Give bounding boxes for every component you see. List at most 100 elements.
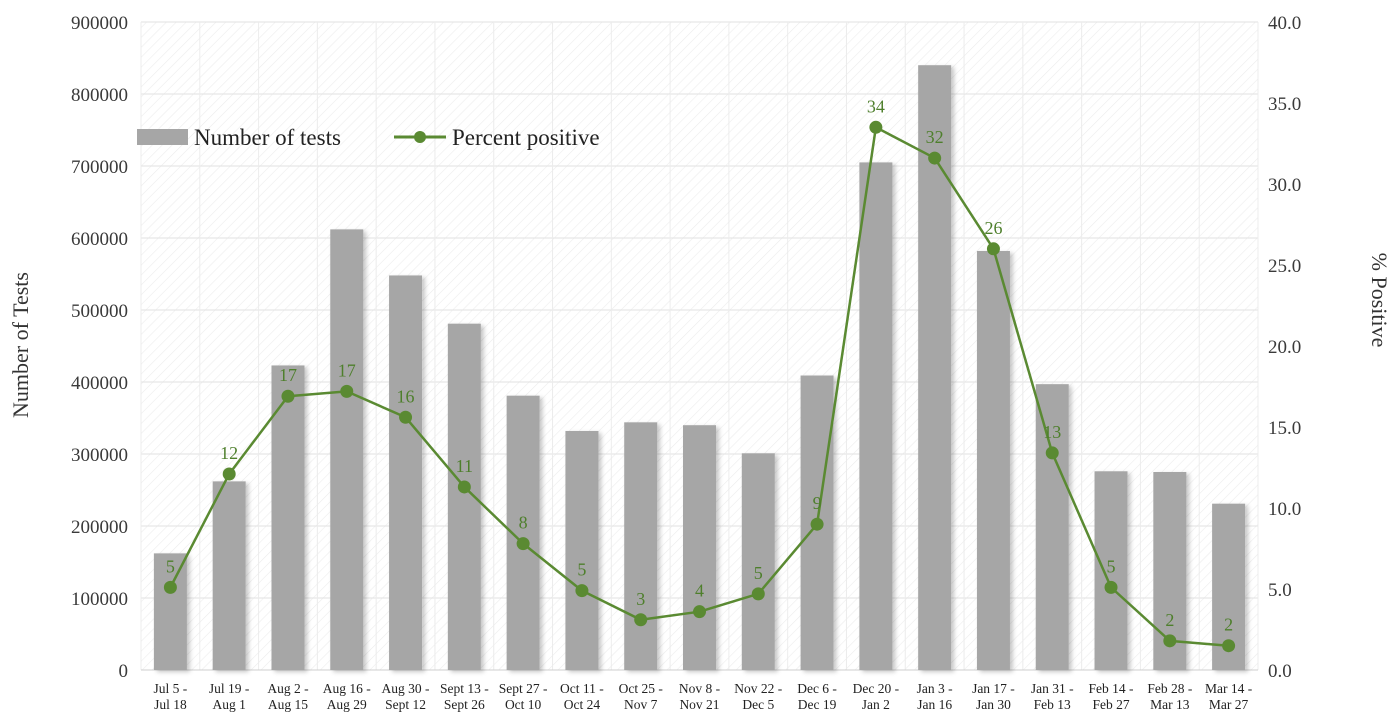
y-left-tick-label: 0 (119, 661, 129, 682)
x-tick-label: Aug 30 -Sept 12 (382, 681, 430, 712)
data-label: 26 (984, 218, 1002, 238)
bar-series (153, 65, 1246, 671)
x-tick-label: Jul 5 -Jul 18 (154, 681, 188, 712)
x-tick-label: Aug 16 -Aug 29 (323, 681, 371, 712)
gridlines (140, 21, 1259, 671)
x-tick-label: Nov 22 -Dec 5 (734, 681, 782, 712)
y-right-tick-label: 20.0 (1268, 337, 1301, 358)
data-label: 9 (813, 493, 822, 513)
line-point (810, 517, 824, 531)
x-tick-label: Oct 25 -Nov 7 (619, 681, 664, 712)
left-y-axis: 0 100000 200000 300000 400000 500000 600000 700… (71, 13, 128, 682)
y-left-tick-label: 200000 (71, 517, 128, 538)
x-tick-label: Jan 31 -Feb 13 (1031, 681, 1074, 712)
x-axis: Jul 5 -Jul 18 Jul 19 -Aug 1 Aug 2 -Aug 15 A… (154, 681, 1253, 712)
legend-bar-label: Number of tests (194, 125, 341, 150)
legend: Number of tests Percent positive (137, 125, 600, 150)
line-point (1222, 639, 1236, 653)
left-axis-title: Number of Tests (8, 272, 33, 418)
line-point (751, 587, 765, 601)
y-right-tick-label: 0.0 (1268, 661, 1292, 682)
data-label: 3 (636, 589, 645, 609)
x-tick-label: Oct 11 -Oct 24 (560, 681, 604, 712)
data-label: 16 (397, 386, 415, 406)
bar (683, 425, 716, 670)
data-label: 5 (754, 563, 763, 583)
x-tick-label: Feb 14 -Feb 27 (1089, 681, 1135, 712)
bar (212, 481, 246, 670)
bar (976, 250, 1010, 670)
y-right-tick-label: 35.0 (1268, 94, 1301, 115)
y-right-tick-label: 30.0 (1268, 175, 1301, 196)
bar (389, 275, 423, 670)
line-point (634, 613, 648, 627)
bar (1094, 471, 1128, 670)
line-series (163, 120, 1236, 653)
x-tick-label: Dec 6 -Dec 19 (797, 681, 837, 712)
y-right-tick-label: 25.0 (1268, 256, 1301, 277)
line-point (869, 120, 883, 134)
y-left-tick-label: 300000 (71, 445, 128, 466)
y-left-tick-label: 700000 (71, 157, 128, 178)
x-tick-label: Jan 17 -Jan 30 (972, 681, 1015, 712)
y-left-tick-label: 500000 (71, 301, 128, 322)
y-right-tick-label: 10.0 (1268, 499, 1301, 520)
data-label: 11 (456, 456, 473, 476)
x-tick-label: Sept 27 -Oct 10 (499, 681, 548, 712)
line-point (281, 389, 295, 403)
x-tick-label: Aug 2 -Aug 15 (267, 681, 309, 712)
line-point (457, 480, 471, 494)
x-tick-label: Nov 8 -Nov 21 (679, 681, 721, 712)
data-label: 32 (926, 127, 944, 147)
x-tick-label: Sept 13 -Sept 26 (440, 681, 489, 712)
bar (624, 422, 658, 670)
data-label: 17 (279, 365, 297, 385)
bar (859, 162, 893, 670)
bar (153, 553, 187, 670)
bar (1035, 384, 1069, 670)
line-point (516, 537, 530, 551)
data-label: 5 (577, 560, 586, 580)
bar (330, 229, 364, 671)
line-point (340, 384, 354, 398)
data-label: 2 (1224, 615, 1233, 635)
line-point (986, 242, 1000, 256)
y-left-tick-label: 900000 (71, 13, 128, 34)
line-point (163, 580, 177, 594)
x-tick-label: Dec 20 -Jan 2 (853, 681, 900, 712)
x-tick-label: Jan 3 -Jan 16 (917, 681, 953, 712)
bar (271, 365, 305, 670)
data-label: 5 (166, 556, 175, 576)
line-point (222, 467, 236, 481)
right-y-axis: 0.0 5.0 10.0 15.0 20.0 25.0 30.0 35.0 40.0 (1268, 13, 1301, 682)
y-right-tick-label: 5.0 (1268, 580, 1292, 601)
data-label: 34 (867, 96, 885, 116)
legend-line-label: Percent positive (452, 125, 600, 150)
y-left-tick-label: 800000 (71, 85, 128, 106)
line-point (1104, 580, 1118, 594)
data-label: 5 (1107, 556, 1116, 576)
line-point (1163, 634, 1177, 648)
y-left-tick-label: 400000 (71, 373, 128, 394)
y-left-tick-label: 600000 (71, 229, 128, 250)
legend-line-marker (414, 131, 426, 143)
line-point (399, 410, 413, 424)
line-point (1045, 446, 1059, 460)
legend-bar-swatch (137, 129, 188, 145)
bar (918, 65, 952, 670)
line-point (575, 584, 589, 598)
y-left-tick-label: 100000 (71, 589, 128, 610)
x-tick-label: Feb 28 -Mar 13 (1147, 681, 1193, 712)
y-right-tick-label: 40.0 (1268, 13, 1301, 34)
y-right-tick-label: 15.0 (1268, 418, 1301, 439)
line-point (693, 605, 706, 619)
data-label: 4 (695, 581, 704, 601)
data-label: 17 (338, 360, 356, 380)
data-label: 13 (1043, 422, 1061, 442)
right-axis-title: % Positive (1367, 253, 1392, 348)
data-label: 8 (519, 513, 528, 533)
bar (741, 453, 775, 670)
x-tick-label: Jul 19 -Aug 1 (209, 681, 250, 712)
data-label: 2 (1165, 610, 1174, 630)
